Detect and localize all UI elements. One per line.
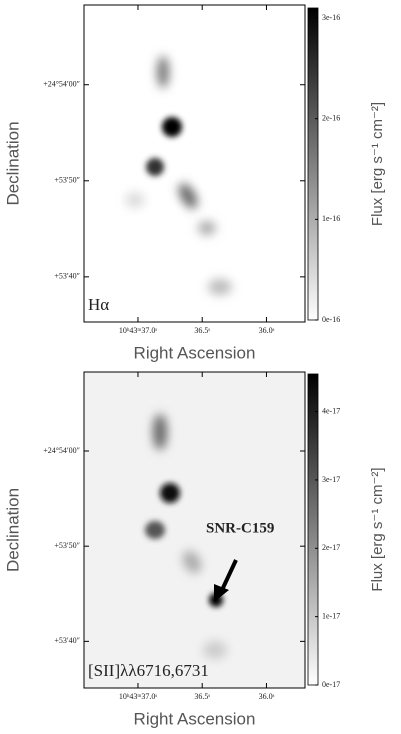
x-tick-label: 36.5ˢ (194, 326, 210, 335)
x-tick-label: 36.0ˢ (259, 326, 275, 335)
panel-label: Hα (88, 295, 109, 314)
colorbar-tick-label: 2e-16 (322, 114, 340, 123)
panel-label: [SII]λλ6716,6731 (88, 661, 209, 680)
x-tick-label: 10ʰ43ᵐ37.0ˢ (119, 326, 157, 335)
x-axis-label: Right Ascension (134, 343, 256, 362)
colorbar-label: Flux [erg s⁻¹ cm⁻²] (369, 102, 386, 226)
y-axis-label: Declination (3, 121, 22, 205)
image-sii (84, 372, 305, 688)
colorbar-tick-label: 0e-17 (322, 680, 340, 689)
annotation: SNR-C159 (206, 520, 274, 536)
image-halpha (84, 5, 305, 322)
image-frame (83, 4, 306, 323)
colorbar-tick-label: 3e-16 (322, 13, 340, 22)
colorbar-label: Flux [erg s⁻¹ cm⁻²] (369, 467, 386, 591)
colorbar-tick-label: 2e-17 (322, 543, 340, 552)
colorbar (307, 373, 319, 686)
y-tick-label: +53′40″ (54, 272, 80, 281)
image-frame (83, 371, 306, 689)
colorbar-tick-label: 3e-17 (322, 475, 340, 484)
arrow (220, 559, 238, 591)
y-tick-label: +53′50″ (54, 541, 80, 550)
y-tick-label: +53′50″ (54, 176, 80, 185)
colorbar-tick-label: 4e-17 (322, 406, 340, 415)
y-tick-label: +24°54′00″ (43, 446, 80, 455)
arrow-head (214, 584, 229, 602)
x-tick-label: 36.0ˢ (259, 692, 275, 701)
x-axis-label: Right Ascension (134, 709, 256, 728)
colorbar-tick-label: 1e-17 (322, 611, 340, 620)
y-tick-label: +53′40″ (54, 636, 80, 645)
colorbar (307, 7, 319, 321)
x-tick-label: 36.5ˢ (194, 692, 210, 701)
x-tick-label: 10ʰ43ᵐ37.0ˢ (119, 692, 157, 701)
y-axis-label: Declination (3, 488, 22, 572)
colorbar-tick-label: 1e-16 (322, 214, 340, 223)
colorbar-tick-label: 0e-16 (322, 315, 340, 324)
y-tick-label: +24°54′00″ (43, 80, 80, 89)
